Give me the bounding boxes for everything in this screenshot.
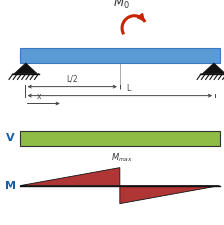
Text: $M_0$: $M_0$ (113, 0, 129, 11)
Text: L/2: L/2 (67, 75, 78, 84)
Polygon shape (14, 63, 37, 74)
Polygon shape (202, 63, 224, 74)
Polygon shape (20, 168, 120, 186)
Bar (20, 130, 220, 146)
Text: M: M (4, 181, 16, 191)
Text: x: x (37, 92, 41, 101)
Text: L: L (127, 84, 131, 93)
Text: V: V (6, 133, 14, 143)
Polygon shape (120, 186, 220, 204)
Bar (20, 48, 220, 63)
Text: $M_{max}$: $M_{max}$ (111, 152, 133, 164)
